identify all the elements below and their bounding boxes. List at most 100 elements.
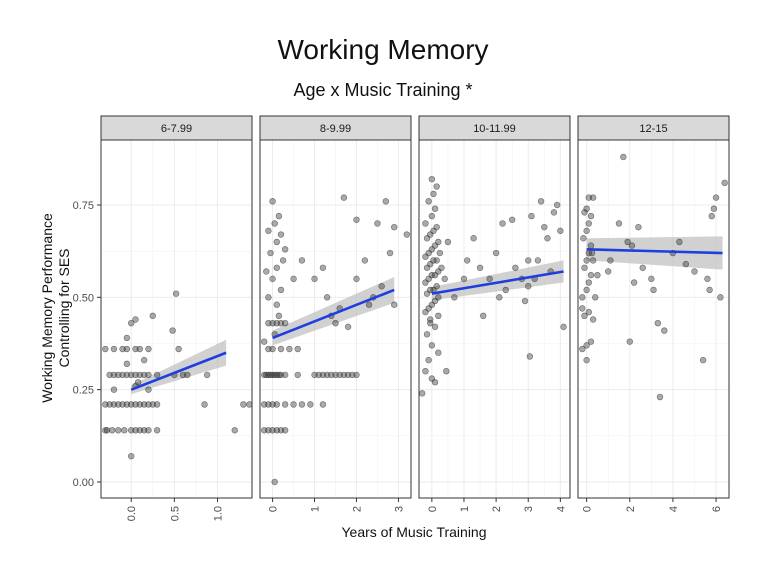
x-tick-label: 0.5 (169, 506, 181, 521)
data-point (115, 427, 122, 434)
data-point (435, 294, 442, 301)
data-point (281, 371, 289, 379)
data-point (430, 257, 437, 264)
data-point (492, 249, 500, 257)
data-point (136, 401, 144, 408)
data-point (628, 242, 636, 249)
data-point (403, 231, 411, 238)
data-point (132, 401, 139, 408)
data-point (106, 371, 113, 379)
facet-strip-label: 8-9.99 (320, 123, 351, 135)
data-point (353, 371, 360, 379)
data-point (361, 257, 369, 264)
facet-strip (259, 115, 412, 141)
data-point (106, 401, 113, 408)
data-point (443, 368, 450, 375)
data-point (704, 275, 711, 283)
data-point (470, 235, 477, 242)
data-point (425, 356, 432, 364)
data-point (382, 198, 390, 205)
data-point (585, 194, 592, 201)
data-point (269, 198, 276, 205)
data-point (486, 275, 493, 283)
data-point (587, 271, 595, 279)
data-point (607, 257, 614, 264)
data-point (340, 194, 348, 201)
data-point (587, 338, 595, 345)
data-point (323, 294, 331, 301)
data-point (286, 345, 293, 353)
data-point (240, 401, 247, 408)
data-point (273, 238, 280, 246)
data-point (353, 216, 360, 223)
facet-panel-10-11.99: 10-11.99 0 1 2 3 4 (418, 115, 571, 512)
x-tick-label: 0.0 (126, 506, 138, 521)
data-point (451, 294, 458, 301)
data-point (275, 212, 283, 220)
data-point (508, 216, 516, 223)
data-point (275, 312, 283, 319)
data-point (132, 316, 139, 323)
data-point (428, 175, 436, 183)
data-point (526, 353, 534, 360)
y-tick-label: 0.25 (73, 385, 94, 397)
data-point (661, 327, 668, 334)
data-point (132, 427, 139, 434)
data-point (460, 275, 468, 283)
data-point (298, 401, 306, 408)
data-point (277, 345, 285, 353)
data-point (311, 275, 318, 283)
data-point (710, 205, 718, 212)
data-point (433, 257, 440, 264)
facet-panel-6-7.99: 6-7.99 0.0 0.5 1.0 (100, 115, 253, 521)
data-point (110, 401, 118, 408)
panel-border (577, 139, 730, 499)
data-point (271, 478, 278, 486)
data-point (682, 260, 690, 268)
y-tick-label: 0.75 (73, 200, 94, 212)
data-point (269, 275, 276, 283)
data-point (463, 257, 471, 264)
data-point (427, 286, 434, 294)
x-tick-label: 1 (459, 506, 471, 512)
data-point (592, 294, 599, 301)
data-point (121, 427, 128, 434)
data-point (428, 342, 436, 349)
data-point (541, 223, 548, 231)
data-point (128, 319, 135, 327)
data-point (717, 294, 724, 301)
data-point (153, 427, 161, 434)
data-point (430, 190, 437, 198)
data-point (431, 323, 439, 331)
data-point (374, 220, 381, 227)
data-point (587, 212, 595, 220)
data-point (525, 257, 532, 264)
data-point (422, 368, 429, 375)
data-point (502, 286, 509, 294)
panel-background (419, 140, 570, 498)
data-point (699, 356, 707, 364)
data-point (140, 427, 148, 434)
data-point (184, 371, 191, 379)
confidence-band (272, 277, 395, 346)
data-point (615, 220, 623, 227)
data-point (275, 371, 283, 379)
facet-panel-12-15: 12-15 0 2 4 6 (577, 115, 730, 512)
confidence-band (586, 236, 723, 270)
data-point (294, 371, 301, 379)
data-point (585, 279, 592, 286)
data-point (428, 212, 436, 220)
chart-subtitle: Age x Music Training * (293, 80, 473, 100)
data-point (444, 238, 452, 246)
data-point (583, 356, 590, 364)
data-point (281, 401, 289, 408)
data-point (583, 205, 590, 212)
fit-line (272, 288, 395, 340)
data-point (499, 220, 506, 227)
data-point (277, 286, 285, 294)
data-point (588, 249, 596, 257)
x-tick-label: 3 (393, 506, 405, 512)
data-point (136, 427, 144, 434)
data-point (427, 319, 434, 327)
data-point (281, 427, 289, 434)
